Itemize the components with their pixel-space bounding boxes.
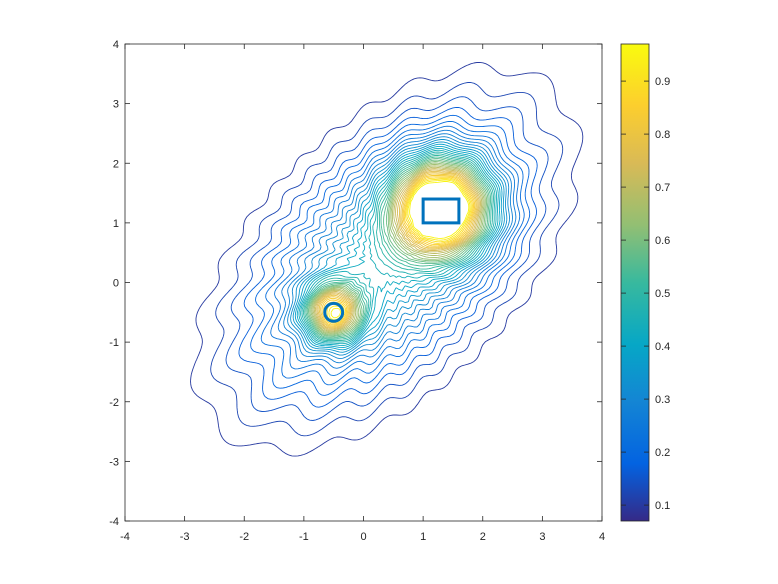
contour-level-20 xyxy=(306,158,490,338)
colorbar-box xyxy=(620,43,650,522)
contour-level-25 xyxy=(312,165,484,333)
y-axis: -4 -3 -2 -1 0 1 2 3 4 xyxy=(109,39,602,528)
contour-level-14 xyxy=(298,147,499,347)
colorbar: 0.1 0.2 0.3 0.4 0.5 0.6 0.7 0.8 0.9 xyxy=(620,43,670,522)
contour-level-27 xyxy=(314,168,481,331)
x-tick-label: 4 xyxy=(599,531,605,543)
colorbar-tick-label: 0.7 xyxy=(655,182,670,194)
contour-level-2 xyxy=(225,96,549,421)
x-tick-label: 1 xyxy=(420,531,426,543)
colorbar-tick-label: 0.3 xyxy=(655,394,670,406)
contour-level-8 xyxy=(283,133,513,364)
y-tick-label: 0 xyxy=(113,278,119,290)
contour-level-6 xyxy=(270,125,521,377)
contour-level-18 xyxy=(304,154,493,340)
contour-level-13 xyxy=(296,145,501,349)
y-tick-label: -4 xyxy=(109,516,119,528)
contour-level-26 xyxy=(313,166,483,332)
y-tick-label: 1 xyxy=(113,218,119,230)
y-tick-label: 4 xyxy=(113,39,119,51)
contour-level-7 xyxy=(277,129,517,369)
colorbar-gradient xyxy=(621,44,649,521)
contour-level-33 xyxy=(323,176,475,325)
colorbar-tick-label: 0.4 xyxy=(655,341,670,353)
overlay-rectangle xyxy=(421,197,461,225)
y-tick-label: -3 xyxy=(109,456,119,468)
y-tick-label: -2 xyxy=(109,397,119,409)
contour-level-37 xyxy=(330,181,470,319)
contour-level-1 xyxy=(210,82,564,437)
contour-level-19 xyxy=(305,156,492,339)
colorbar-tick-label: 0.9 xyxy=(655,76,670,88)
colorbar-tick-label: 0.1 xyxy=(655,500,670,512)
x-tick-label: -2 xyxy=(239,531,249,543)
y-tick-label: 3 xyxy=(113,99,119,111)
overlay-shapes xyxy=(323,197,461,323)
contour-level-28 xyxy=(316,169,480,330)
axes-background xyxy=(125,44,602,521)
contour-level-30 xyxy=(318,172,478,328)
contour-level-31 xyxy=(320,173,477,327)
contour-level-32 xyxy=(321,175,476,326)
contour-level-24 xyxy=(311,163,485,334)
contour-level-29 xyxy=(317,170,479,329)
x-tick-label: -3 xyxy=(180,531,190,543)
x-tick-label: 0 xyxy=(360,531,366,543)
x-tick-label: 2 xyxy=(480,531,486,543)
colorbar-ticks: 0.1 0.2 0.3 0.4 0.5 0.6 0.7 0.8 0.9 xyxy=(621,76,670,512)
x-tick-label: -4 xyxy=(120,531,130,543)
contour-level-23 xyxy=(310,162,486,335)
contour-level-11 xyxy=(292,141,505,353)
contour-level-4 xyxy=(250,114,531,396)
contour-lines xyxy=(190,61,584,457)
colorbar-tick-label: 0.6 xyxy=(655,235,670,247)
y-tick-label: 2 xyxy=(113,158,119,170)
contour-level-17 xyxy=(302,153,494,342)
colorbar-tick-label: 0.8 xyxy=(655,129,670,141)
contour-level-22 xyxy=(309,161,488,336)
x-tick-label: 3 xyxy=(539,531,545,543)
x-tick-label: -1 xyxy=(299,531,309,543)
colorbar-tick-label: 0.2 xyxy=(655,447,670,459)
contour-level-5 xyxy=(260,120,525,386)
contour-level-3 xyxy=(238,106,538,408)
x-axis: -4 -3 -2 -1 0 1 2 3 4 xyxy=(120,44,605,543)
contour-level-10 xyxy=(290,139,508,356)
contour-level-9 xyxy=(287,136,510,360)
contour-level-21 xyxy=(308,159,489,337)
contour-level-15 xyxy=(300,149,498,345)
plot-area xyxy=(124,43,603,522)
overlay-circle xyxy=(323,301,345,323)
contour-level-16 xyxy=(301,151,496,343)
colorbar-tick-label: 0.5 xyxy=(655,288,670,300)
contour-level-12 xyxy=(294,143,503,351)
y-tick-label: -1 xyxy=(109,337,119,349)
contour-level-0 xyxy=(190,61,584,457)
